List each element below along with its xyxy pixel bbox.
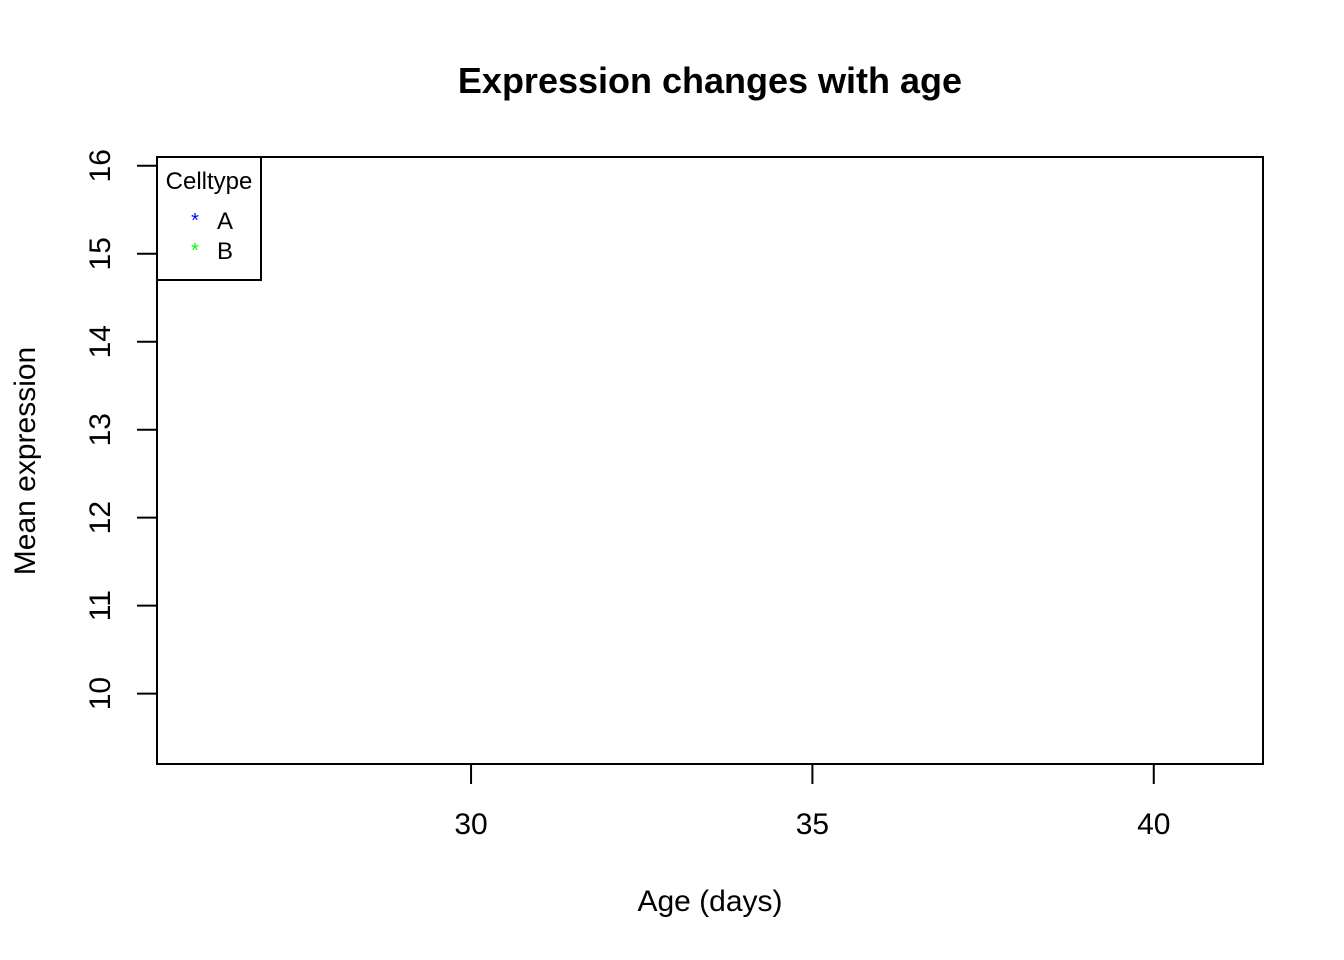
x-axis: 30 35 40 <box>454 764 1170 841</box>
y-axis-label: Mean expression <box>9 347 42 575</box>
y-axis: 10 11 12 13 14 15 16 <box>84 149 157 710</box>
y-tick-label: 13 <box>84 413 117 446</box>
y-tick-label: 16 <box>84 149 117 182</box>
x-tick-label: 30 <box>454 808 487 841</box>
y-tick-label: 11 <box>84 590 117 621</box>
chart-title: Expression changes with age <box>458 60 962 101</box>
legend-label: B <box>217 238 233 265</box>
legend-symbol: * <box>191 240 199 262</box>
legend: Celltype * A * B <box>156 156 262 281</box>
plot-area <box>156 156 1264 765</box>
x-tick-label: 40 <box>1137 808 1170 841</box>
legend-label: A <box>217 208 233 235</box>
y-tick-label: 15 <box>84 237 117 270</box>
legend-box <box>156 156 262 281</box>
y-tick-label: 10 <box>84 677 117 710</box>
legend-title: Celltype <box>166 168 253 195</box>
y-tick-label: 14 <box>84 325 117 358</box>
legend-symbol: * <box>191 210 199 232</box>
y-tick-label: 12 <box>84 501 117 534</box>
x-axis-label: Age (days) <box>637 885 782 918</box>
x-tick-label: 35 <box>796 808 829 841</box>
